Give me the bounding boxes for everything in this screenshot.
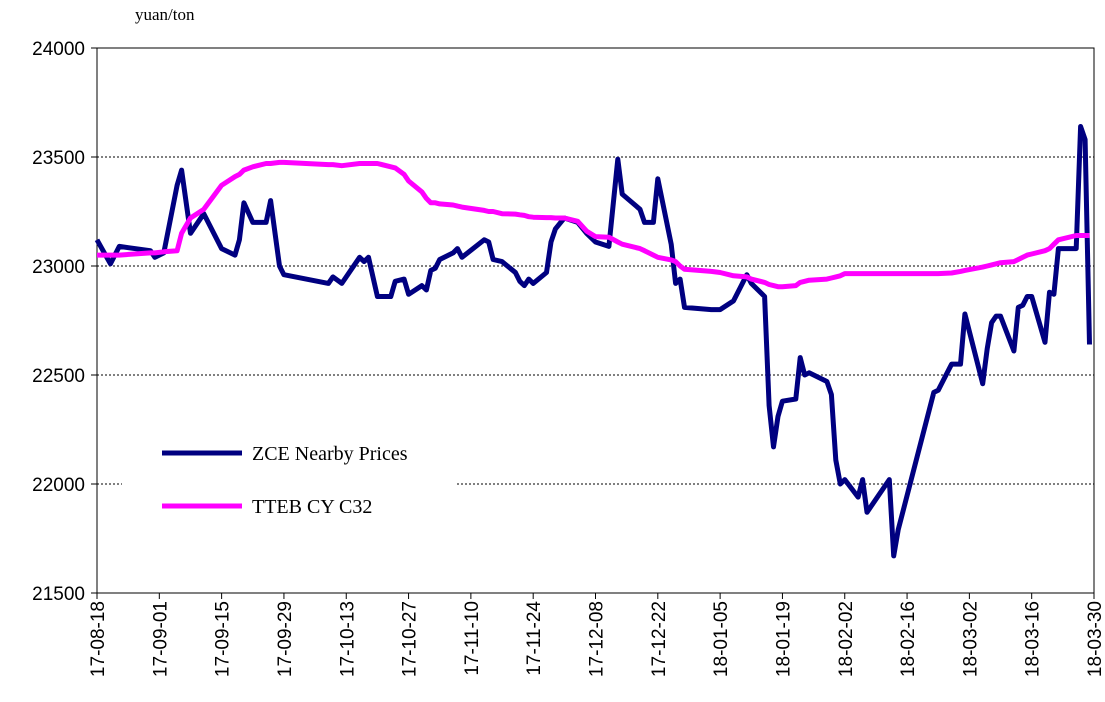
x-tick-label: 17-12-08 [587, 601, 608, 677]
x-tick-label: 17-09-01 [150, 601, 171, 677]
x-tick-label: 18-03-02 [960, 601, 981, 677]
y-tick-label: 21500 [32, 584, 85, 605]
y-tick-label: 23500 [32, 148, 85, 169]
y-tick-label: 23000 [32, 257, 85, 278]
x-tick-label: 17-11-10 [462, 601, 483, 676]
x-tick-label: 18-03-16 [1023, 601, 1044, 677]
x-tick-label: 17-10-27 [400, 601, 421, 677]
legend-label: ZCE Nearby Prices [252, 443, 408, 465]
x-tick-label: 18-01-19 [773, 601, 794, 677]
legend-box [122, 428, 456, 530]
x-tick-label: 17-12-22 [649, 601, 670, 677]
x-tick-label: 18-02-02 [836, 601, 857, 677]
y-tick-label: 22500 [32, 366, 85, 387]
y-axis-unit: yuan/ton [135, 5, 195, 24]
series-line [97, 159, 1090, 290]
x-tick-label: 17-11-24 [524, 601, 545, 676]
x-tick-label: 18-02-16 [898, 601, 919, 677]
x-tick-label: 18-01-05 [711, 601, 732, 677]
x-tick-label: 17-10-13 [337, 601, 358, 677]
y-tick-label: 24000 [32, 39, 85, 60]
x-tick-label: 17-09-15 [213, 601, 234, 677]
series-line [94, 124, 1092, 559]
plot-frame [96, 47, 1095, 594]
legend-label: TTEB CY C32 [252, 496, 372, 518]
y-tick-label: 22000 [32, 475, 85, 496]
x-tick-label: 18-03-30 [1085, 601, 1105, 677]
x-tick-label: 17-09-29 [275, 601, 296, 677]
x-tick-label: 17-08-18 [88, 601, 109, 677]
